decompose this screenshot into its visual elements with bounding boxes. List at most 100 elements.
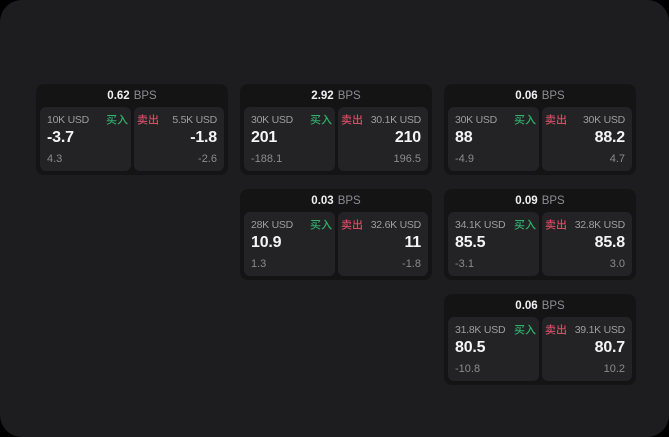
buy-quote-panel[interactable]: 10K USD 买入 -3.7 4.3 [40,107,131,171]
sell-tag-cjk-icon [545,324,567,335]
buy-panel-top: 30K USD 买入 [251,112,328,127]
sell-tag: 卖出 [341,219,363,230]
sell-amount: 30K USD [582,113,625,126]
buy-delta: -10.8 [455,363,481,375]
buy-amount: 30K USD [455,113,498,126]
spread-value: 0.03 [311,195,334,207]
spread-unit: BPS [541,300,565,312]
buy-panel-top: 10K USD 买入 [47,112,124,127]
sell-price: 80.7 [594,339,626,356]
sell-tag: 卖出 [341,114,363,125]
buy-price: 10.9 [251,234,282,251]
sell-price: 85.8 [594,234,626,251]
quote-panels: 31.8K USD 买入 80.5 -10.8 卖出 39.1K USD 80.… [448,317,632,381]
sell-panel-top: 卖出 39.1K USD [549,322,626,337]
quote-card[interactable]: 0.06 BPS 31.8K USD 买入 80.5 -10.8 卖出 39.1… [444,294,636,385]
spread-value: 0.06 [515,90,538,102]
sell-delta: 3.0 [609,258,625,270]
sell-delta: -1.8 [402,258,421,270]
sell-price: -1.8 [190,129,217,146]
sell-tag-cjk-icon [341,114,363,125]
quote-card[interactable]: 2.92 BPS 30K USD 买入 201 -188.1 卖出 30.1K … [240,84,432,175]
buy-panel-top: 31.8K USD 买入 [455,322,532,337]
buy-panel-top: 28K USD 买入 [251,217,328,232]
buy-panel-top: 30K USD 买入 [455,112,532,127]
sell-tag-cjk-icon [137,114,159,125]
sell-tag: 卖出 [545,114,567,125]
card-spread-header: 2.92 BPS [244,88,428,107]
spread-value: 0.09 [515,195,538,207]
quote-panels: 30K USD 买入 88 -4.9 卖出 30K USD 88.2 4.7 [448,107,632,171]
buy-tag-cjk-icon [514,114,536,125]
quote-panels: 28K USD 买入 10.9 1.3 卖出 32.6K USD 11 -1.8 [244,212,428,276]
sell-tag-cjk-icon [545,114,567,125]
spread-unit: BPS [337,195,361,207]
sell-tag-cjk-icon [545,219,567,230]
buy-price: 201 [251,129,278,146]
card-spread-header: 0.09 BPS [448,193,632,212]
buy-tag-cjk-icon [514,219,536,230]
sell-tag: 卖出 [137,114,159,125]
buy-amount: 28K USD [251,218,294,231]
sell-tag-cjk-icon [341,219,363,230]
sell-delta: 4.7 [609,153,625,165]
sell-tag: 卖出 [545,324,567,335]
buy-quote-panel[interactable]: 30K USD 买入 201 -188.1 [244,107,335,171]
spread-unit: BPS [541,90,565,102]
sell-quote-panel[interactable]: 卖出 32.6K USD 11 -1.8 [337,212,428,276]
buy-tag: 买入 [514,114,536,125]
buy-price: 80.5 [455,339,486,356]
sell-panel-top: 卖出 5.5K USD [141,112,217,127]
spread-value: 0.06 [515,300,538,312]
sell-quote-panel[interactable]: 卖出 32.8K USD 85.8 3.0 [541,212,632,276]
buy-price: -3.7 [47,129,74,146]
sell-quote-panel[interactable]: 卖出 39.1K USD 80.7 10.2 [541,317,632,381]
sell-quote-panel[interactable]: 卖出 5.5K USD -1.8 -2.6 [133,107,224,171]
sell-panel-top: 卖出 32.8K USD [549,217,626,232]
spread-value: 2.92 [311,90,334,102]
quote-card[interactable]: 0.06 BPS 30K USD 买入 88 -4.9 卖出 30K USD 8… [444,84,636,175]
sell-amount: 5.5K USD [172,113,217,126]
sell-price: 88.2 [594,129,626,146]
buy-quote-panel[interactable]: 31.8K USD 买入 80.5 -10.8 [448,317,539,381]
buy-tag: 买入 [106,114,128,125]
quote-panels: 10K USD 买入 -3.7 4.3 卖出 5.5K USD -1.8 -2.… [40,107,224,171]
sell-tag: 卖出 [545,219,567,230]
buy-delta: 4.3 [47,153,63,165]
buy-quote-panel[interactable]: 28K USD 买入 10.9 1.3 [244,212,335,276]
sell-panel-top: 卖出 30K USD [549,112,625,127]
buy-quote-panel[interactable]: 30K USD 买入 88 -4.9 [448,107,539,171]
buy-quote-panel[interactable]: 34.1K USD 买入 85.5 -3.1 [448,212,539,276]
sell-amount: 32.8K USD [574,218,626,231]
sell-amount: 30.1K USD [370,113,422,126]
card-spread-header: 0.06 BPS [448,298,632,317]
quote-card[interactable]: 0.03 BPS 28K USD 买入 10.9 1.3 卖出 32.6K US… [240,189,432,280]
buy-tag-cjk-icon [514,324,536,335]
buy-price: 88 [455,129,473,146]
buy-amount: 30K USD [251,113,294,126]
buy-delta: -188.1 [251,153,283,165]
card-spread-header: 0.03 BPS [244,193,428,212]
buy-tag-cjk-icon [106,114,128,125]
spread-value: 0.62 [107,90,130,102]
sell-quote-panel[interactable]: 卖出 30.1K USD 210 196.5 [337,107,428,171]
spread-unit: BPS [337,90,361,102]
quote-grid: 0.62 BPS 10K USD 买入 -3.7 4.3 卖出 5.5K USD… [36,84,636,385]
quote-panels: 30K USD 买入 201 -188.1 卖出 30.1K USD 210 1… [244,107,428,171]
buy-tag: 买入 [310,114,332,125]
quote-card[interactable]: 0.62 BPS 10K USD 买入 -3.7 4.3 卖出 5.5K USD… [36,84,228,175]
sell-panel-top: 卖出 32.6K USD [345,217,421,232]
buy-delta: -4.9 [455,153,474,165]
sell-amount: 39.1K USD [574,323,626,336]
quote-card[interactable]: 0.09 BPS 34.1K USD 买入 85.5 -3.1 卖出 32.8K… [444,189,636,280]
buy-tag: 买入 [514,219,536,230]
sell-delta: 196.5 [393,153,421,165]
sell-panel-top: 卖出 30.1K USD [345,112,422,127]
buy-price: 85.5 [455,234,486,251]
sell-quote-panel[interactable]: 卖出 30K USD 88.2 4.7 [541,107,632,171]
card-spread-header: 0.62 BPS [40,88,224,107]
sell-delta: -2.6 [198,153,217,165]
buy-tag: 买入 [310,219,332,230]
buy-tag-cjk-icon [310,114,332,125]
